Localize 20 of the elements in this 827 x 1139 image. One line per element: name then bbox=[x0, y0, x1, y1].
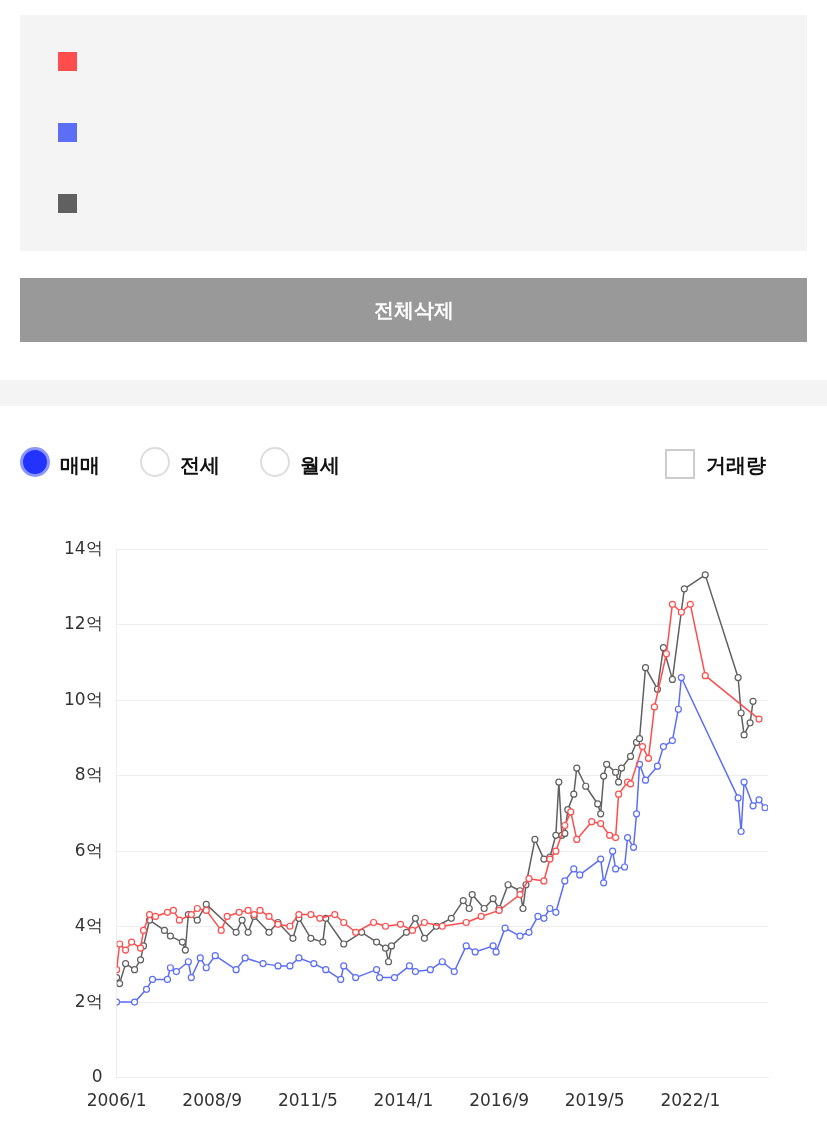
y-tick-label: 14억 bbox=[63, 537, 103, 558]
x-tick-label: 2006/1 bbox=[86, 1090, 147, 1111]
y-tick-label: 4억 bbox=[74, 915, 103, 936]
y-tick-label: 2억 bbox=[74, 990, 103, 1011]
x-tick-label: 2019/5 bbox=[564, 1090, 625, 1111]
text: 전체삭제 bbox=[20, 278, 807, 342]
y-tick-label: 0 bbox=[91, 1066, 103, 1087]
x-tick-label: 2014/1 bbox=[373, 1090, 434, 1111]
y-tick-label: 6억 bbox=[74, 839, 103, 860]
y-tick-label: 10억 bbox=[63, 688, 103, 709]
x-tick-label: 2008/9 bbox=[182, 1090, 243, 1111]
text: 전세 bbox=[180, 452, 220, 479]
x-tick-label: 2016/9 bbox=[469, 1090, 529, 1111]
text: 거래량 bbox=[706, 452, 766, 479]
x-tick-label: 2011/5 bbox=[277, 1090, 338, 1111]
x-tick-label: 2022/1 bbox=[660, 1090, 721, 1111]
y-tick-label: 8억 bbox=[74, 764, 103, 785]
y-tick-label: 12억 bbox=[63, 613, 103, 634]
text: 월세 bbox=[300, 452, 340, 479]
text: 매매 bbox=[60, 452, 100, 479]
